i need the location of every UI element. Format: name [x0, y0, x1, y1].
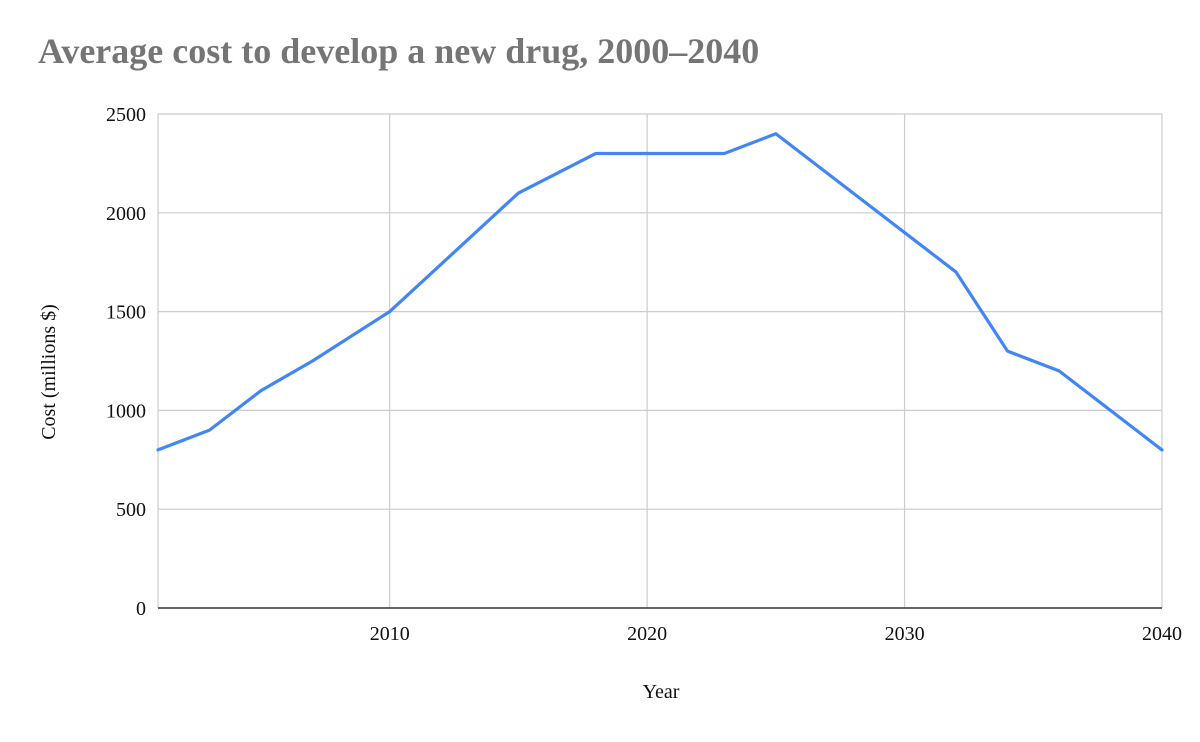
series-group	[156, 132, 1164, 452]
y-tick-label: 500	[116, 499, 146, 521]
y-tick-label: 1000	[106, 400, 146, 422]
grid-lines	[157, 113, 1163, 608]
chart-title: Average cost to develop a new drug, 2000…	[38, 31, 760, 71]
x-tick-label: 2030	[885, 623, 925, 645]
y-tick-label: 0	[136, 598, 146, 620]
x-tick-label: 2010	[370, 623, 410, 645]
y-axis-title: Cost (millions $)	[38, 304, 60, 440]
x-tick-label: 2040	[1142, 623, 1182, 645]
y-tick-labels: 0 500 1000 1500 2000 2500	[106, 104, 146, 620]
y-tick-label: 2000	[106, 203, 146, 225]
series-line	[156, 132, 1164, 452]
y-tick-label: 1500	[106, 302, 146, 324]
x-axis-title: Year	[643, 681, 680, 703]
x-tick-labels: 2010 2020 2030 2040	[370, 623, 1182, 645]
x-tick-label: 2020	[627, 623, 667, 645]
y-tick-label: 2500	[106, 104, 146, 126]
